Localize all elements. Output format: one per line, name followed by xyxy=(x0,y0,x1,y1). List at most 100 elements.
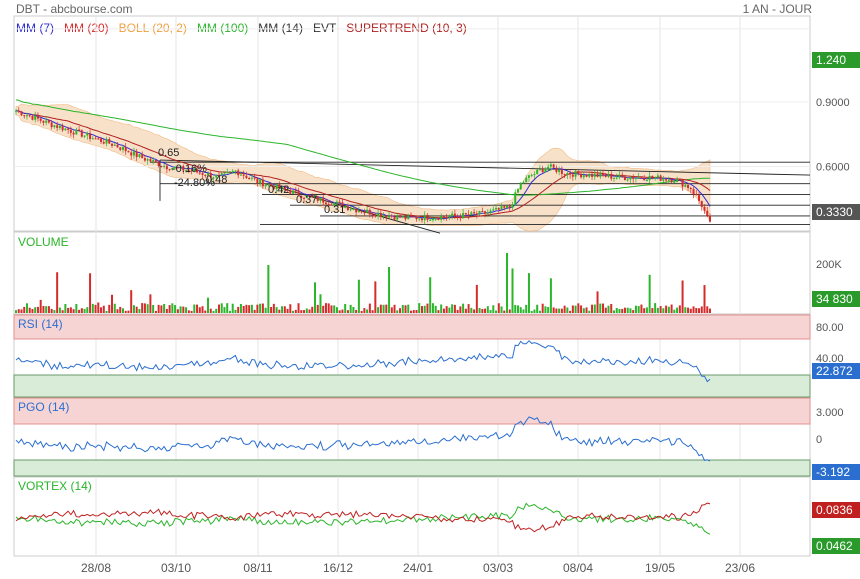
volume-bar xyxy=(692,306,695,313)
candle-body xyxy=(86,133,89,136)
volume-bar xyxy=(157,304,160,313)
volume-bar xyxy=(138,308,141,313)
candle-body xyxy=(261,179,264,187)
volume-bar xyxy=(127,310,130,313)
volume-bar xyxy=(670,304,673,313)
volume-bar xyxy=(645,307,648,313)
price-last-badge-bg xyxy=(812,52,860,68)
candle-body xyxy=(687,184,690,188)
volume-bar xyxy=(61,310,64,313)
volume-bar xyxy=(179,306,182,313)
volume-bar xyxy=(272,303,275,313)
candle-body xyxy=(569,172,572,175)
candle-body xyxy=(692,188,695,195)
candle-body xyxy=(223,172,226,174)
volume-bar xyxy=(327,303,330,313)
candle-body xyxy=(525,177,528,183)
volume-bar xyxy=(615,308,618,313)
candle-body xyxy=(50,122,53,128)
candle-body xyxy=(91,138,94,140)
volume-bar xyxy=(160,305,163,313)
candle-body xyxy=(346,206,349,210)
volume-bar xyxy=(610,303,613,313)
volume-bar xyxy=(132,305,135,313)
candle-body xyxy=(127,151,130,153)
volume-bar xyxy=(632,310,635,313)
candle-body xyxy=(368,209,371,215)
volume-bar xyxy=(97,302,100,313)
volume-bar xyxy=(17,309,20,313)
candle-body xyxy=(695,194,698,196)
volume-bar xyxy=(53,310,56,313)
vortex-minus-badge: 0.0462 xyxy=(816,539,853,553)
volume-bar xyxy=(607,305,610,313)
pgo-tick-1: 0 xyxy=(816,434,822,446)
candle-body xyxy=(75,129,78,135)
x-tick-label-7: 19/05 xyxy=(645,561,675,575)
candle-body xyxy=(382,215,385,217)
candle-body xyxy=(294,190,297,192)
volume-bar xyxy=(303,310,306,313)
candle-body xyxy=(34,115,37,120)
volume-bar xyxy=(335,307,338,313)
candle-body xyxy=(130,152,133,156)
candle-body xyxy=(555,167,558,172)
rsi-line xyxy=(15,340,711,383)
candle-body xyxy=(571,174,574,177)
candle-body xyxy=(327,204,330,206)
volume-bar xyxy=(659,306,662,313)
candle-body xyxy=(643,178,646,181)
candle-body xyxy=(324,202,327,205)
volume-bar xyxy=(393,304,396,313)
volume-bar xyxy=(709,308,711,313)
vortex-plus-badge: 0.0836 xyxy=(816,503,853,517)
volume-bar xyxy=(201,306,204,313)
candle-body xyxy=(645,180,648,182)
candle-body xyxy=(676,179,679,182)
vortex-title: VORTEX (14) xyxy=(18,479,92,493)
volume-bar xyxy=(363,308,366,313)
candle-body xyxy=(673,181,676,183)
candle-body xyxy=(399,215,402,218)
candle-body xyxy=(552,164,555,168)
candle-body xyxy=(242,174,245,176)
candle-body xyxy=(330,204,333,206)
volume-bar xyxy=(538,310,541,313)
candle-body xyxy=(278,184,281,189)
volume-bar xyxy=(536,304,539,313)
volume-bar xyxy=(396,310,399,313)
candle-body xyxy=(272,185,275,190)
volume-bar xyxy=(549,278,552,313)
volume-bar xyxy=(612,310,615,313)
volume-bar xyxy=(643,308,646,313)
volume-bar xyxy=(634,305,637,313)
volume-bar xyxy=(165,308,168,313)
candle-body xyxy=(700,200,703,207)
candle-body xyxy=(283,186,286,190)
volume-bar xyxy=(223,307,226,313)
candle-body xyxy=(116,144,119,148)
volume-bar xyxy=(473,309,476,313)
chart-source-label: DBT - abcbourse.com xyxy=(16,2,133,16)
candle-body xyxy=(637,177,640,179)
candle-body xyxy=(563,174,566,176)
volume-bar xyxy=(445,306,448,313)
candle-body xyxy=(656,175,659,178)
volume-bar xyxy=(560,308,563,313)
volume-bar xyxy=(20,309,23,313)
rsi-title: RSI (14) xyxy=(18,317,63,331)
candle-body xyxy=(549,164,552,167)
candle-body xyxy=(270,184,273,186)
volume-bar xyxy=(182,306,185,313)
volume-bar xyxy=(500,306,503,313)
candle-body xyxy=(357,210,360,213)
candle-body xyxy=(58,125,61,128)
volume-bar xyxy=(700,306,703,313)
legend-item-3: MM (100) xyxy=(196,21,249,35)
candle-body xyxy=(45,120,48,123)
candle-body xyxy=(459,216,462,219)
volume-bar xyxy=(676,307,679,313)
candle-body xyxy=(678,179,681,181)
candle-body xyxy=(670,179,673,183)
